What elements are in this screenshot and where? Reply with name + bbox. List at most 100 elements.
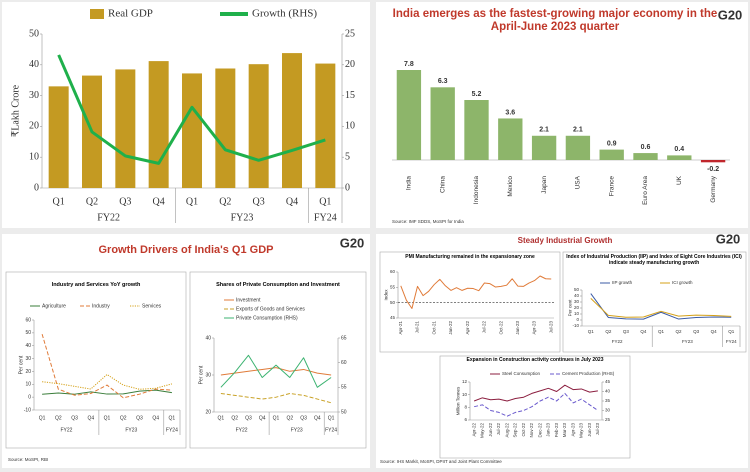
legend-label: Agriculture — [42, 303, 66, 309]
y-tick-label: 12 — [462, 379, 468, 384]
source: Source: IHS Markit, MoSPI, DPIIT and Joi… — [380, 459, 502, 464]
y-tick-label: 6 — [464, 417, 467, 422]
y-tick-label: 0 — [34, 182, 39, 193]
section-heading: Steady Industrial Growth — [517, 236, 613, 245]
y-tick-label: 60 — [25, 317, 31, 323]
y-tick-label: 10 — [574, 311, 580, 316]
x-tick-label: Q4 — [152, 415, 159, 421]
x-tick-label: Q4 — [259, 415, 266, 421]
y-tick-label: 0 — [28, 394, 31, 400]
x-tick-label: Q4 — [640, 329, 647, 334]
x-tick-label: Q3 — [245, 415, 252, 421]
chart-frame — [379, 251, 561, 353]
y2-tick-label: 55 — [341, 385, 347, 391]
legend-swatch — [90, 9, 104, 19]
x-tick-label: Apr-22 — [471, 423, 476, 437]
bar — [599, 149, 624, 160]
y-tick-label: 45 — [390, 315, 396, 320]
legend-label: Private Consumption (RHS) — [236, 315, 298, 321]
y-axis-label: Per cent — [567, 299, 572, 317]
x-tick-label: Jul-23 — [595, 423, 600, 436]
y-tick-label: 40 — [25, 343, 31, 349]
x-tick-label: Q1 — [39, 415, 46, 421]
value-label: 2.1 — [573, 127, 583, 134]
legend-label: Industry — [92, 303, 110, 309]
value-label: 7.8 — [404, 61, 414, 68]
chart-frame — [5, 271, 187, 449]
x-tick-label: Mexico — [507, 176, 514, 197]
x-tick-label: Q1 — [728, 329, 735, 334]
x-tick-label: Q4 — [314, 415, 321, 421]
line-series — [590, 293, 732, 320]
x-tick-label: USA — [575, 175, 582, 189]
chart-title: Expansion in Construction activity conti… — [466, 357, 604, 363]
x-tick-label: Oct-22 — [521, 423, 526, 437]
value-label: 0.4 — [674, 146, 684, 153]
y-tick-label: 60 — [390, 269, 396, 274]
x-tick-label: Q3 — [693, 329, 700, 334]
x-tick-label: France — [608, 176, 615, 197]
chart-frame — [439, 355, 631, 459]
x-tick-label: Q1 — [53, 196, 65, 207]
y-tick-label: 10 — [25, 382, 31, 388]
bar — [565, 135, 591, 160]
bar — [464, 100, 489, 160]
source: Source: IMF SDDS, MoSPI for India — [392, 219, 464, 224]
legend-label: Investment — [236, 297, 261, 303]
x-tick-label: China — [439, 176, 446, 193]
y-axis-label: ₹Lakh Crore — [10, 84, 21, 137]
bar — [315, 63, 336, 188]
x-tick-label: Q1 — [169, 415, 176, 421]
line-series — [220, 354, 332, 388]
x-tick-label: Q2 — [676, 329, 683, 334]
x-tick-label: Q1 — [328, 415, 335, 421]
legend-label: Real GDP — [108, 8, 153, 20]
x-tick-label: May-23 — [579, 423, 584, 439]
line-series — [473, 384, 598, 402]
x-tick-label: Q2 — [120, 415, 127, 421]
y-tick-label: 40 — [205, 335, 211, 341]
bar — [182, 73, 202, 188]
y-tick-label: 8 — [464, 405, 467, 410]
group-label: FY24 — [314, 212, 337, 223]
bar — [700, 160, 726, 163]
chart-title: Industry and Services YoY growth — [51, 282, 141, 288]
x-tick-label: Q2 — [219, 196, 231, 207]
x-tick-label: Apr-23 — [532, 321, 537, 335]
x-tick-label: Q1 — [658, 329, 665, 334]
x-tick-label: May-22 — [480, 423, 485, 439]
group-label: FY24 — [726, 339, 737, 344]
legend-label: Exports of Goods and Services — [236, 306, 305, 312]
x-tick-label: Jul-22 — [496, 423, 501, 436]
y-tick-label: -10 — [24, 407, 31, 413]
x-tick-label: Mar-23 — [562, 423, 567, 438]
x-tick-label: Q4 — [87, 415, 94, 421]
value-label: 0.9 — [607, 140, 617, 147]
x-tick-label: Indonesia — [473, 176, 480, 205]
x-tick-label: Q2 — [231, 415, 238, 421]
source: Source: MoSPI, RBI — [8, 457, 48, 462]
x-tick-label: Q3 — [136, 415, 143, 421]
x-tick-label: Apr-23 — [570, 423, 575, 437]
line-series — [220, 367, 332, 376]
x-tick-label: Germany — [710, 175, 717, 202]
x-tick-label: Dec-22 — [537, 423, 542, 438]
y2-tick-label: 30 — [605, 408, 611, 413]
legend-label: Services — [142, 303, 162, 309]
x-tick-label: Q4 — [286, 196, 298, 207]
x-tick-label: Q3 — [623, 329, 630, 334]
group-label: FY23 — [291, 427, 303, 433]
y-axis-label: Per cent — [198, 365, 204, 384]
bar — [531, 135, 557, 160]
y2-tick-label: 0 — [345, 182, 350, 193]
x-tick-label: Japan — [541, 176, 548, 194]
value-label: 0.6 — [641, 144, 651, 151]
x-tick-label: Q2 — [286, 415, 293, 421]
line-series — [474, 392, 599, 417]
group-label: FY22 — [60, 427, 72, 433]
y-tick-label: 40 — [29, 59, 39, 70]
x-tick-label: Q2 — [55, 415, 62, 421]
bar — [498, 118, 523, 160]
y2-tick-label: 20 — [345, 59, 355, 70]
logo: G20 — [340, 235, 365, 250]
